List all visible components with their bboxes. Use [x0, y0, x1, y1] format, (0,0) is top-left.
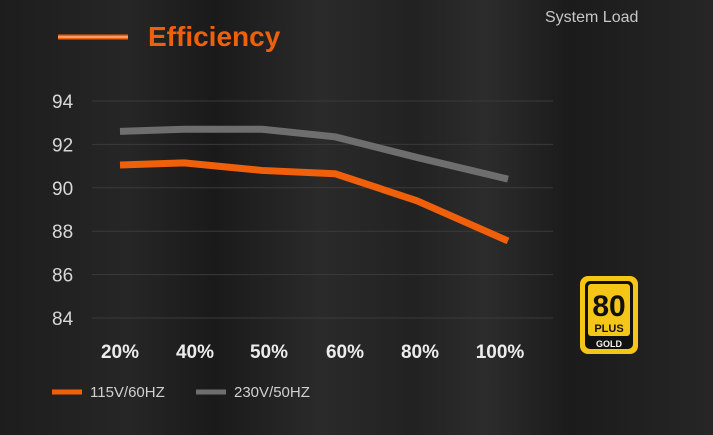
y-tick-label: 88	[52, 222, 73, 243]
x-tick-label: 50%	[250, 342, 288, 363]
y-tick-label: 84	[52, 309, 74, 330]
badge-plus: PLUS	[594, 323, 623, 335]
legend-label: 115V/60HZ	[90, 384, 165, 401]
series-line-230V/50HZ	[119, 125, 509, 183]
y-tick-label: 90	[52, 179, 73, 200]
series-line-115V/60HZ	[119, 159, 510, 245]
x-tick-label: 20%	[101, 342, 139, 363]
x-tick-label: 40%	[176, 342, 214, 363]
legend-label: 230V/50HZ	[234, 384, 310, 401]
badge-tier: GOLD	[596, 339, 622, 349]
chart-title: Efficiency	[148, 21, 281, 52]
y-tick-label: 92	[52, 135, 73, 156]
y-tick-label: 86	[52, 266, 73, 287]
x-tick-label: 80%	[401, 342, 439, 363]
x-axis-label: System Load	[545, 9, 638, 26]
x-tick-label: 60%	[326, 342, 364, 363]
badge-number: 80	[592, 290, 625, 323]
y-tick-label: 94	[52, 92, 74, 113]
x-tick-label: 100%	[476, 342, 525, 363]
80-plus-gold-badge: 80 PLUS GOLD	[580, 276, 638, 354]
